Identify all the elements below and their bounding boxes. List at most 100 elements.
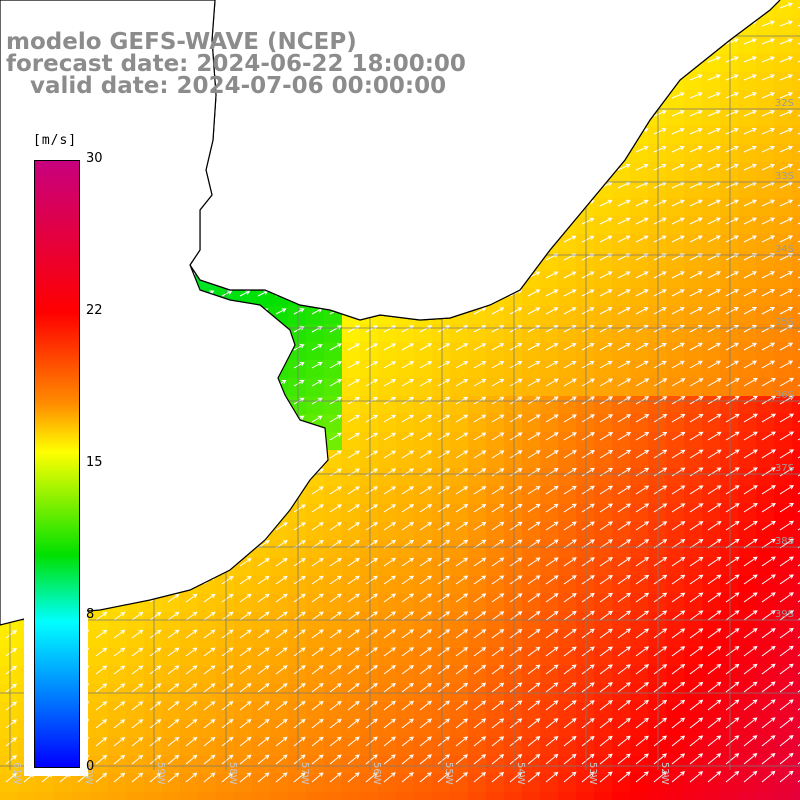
wind-arrow (203, 772, 216, 783)
wind-cell (540, 630, 559, 649)
wind-arrow (509, 700, 523, 711)
wind-arrow (437, 629, 451, 639)
wind-arrow (617, 449, 632, 459)
wind-arrow (779, 520, 795, 531)
wind-cell (648, 774, 667, 793)
wind-arrow (563, 360, 577, 369)
wind-arrow (599, 271, 613, 279)
wind-arrow (761, 663, 776, 675)
wind-arrow (401, 736, 414, 747)
wind-cell (468, 594, 487, 613)
wind-cell (720, 360, 739, 379)
wind-arrow (491, 521, 505, 531)
wind-arrow (545, 646, 559, 657)
wind-arrow (365, 557, 379, 567)
wind-cell (432, 324, 451, 343)
wind-arrow (779, 360, 794, 369)
wind-cell (594, 504, 613, 523)
wind-arrow (329, 593, 342, 603)
wind-cell (522, 306, 541, 325)
wind-arrow (671, 664, 686, 675)
wind-cell (720, 774, 739, 793)
wind-arrow (221, 772, 234, 783)
legend-tick: 30 (86, 151, 103, 166)
wind-arrow (455, 575, 469, 585)
wind-arrow (653, 396, 668, 405)
wind-cell (738, 288, 757, 307)
wind-cell (648, 414, 667, 433)
wind-cell (216, 792, 235, 800)
wind-arrow (581, 450, 595, 459)
wind-arrow (617, 717, 631, 729)
wind-arrow (635, 289, 649, 297)
wind-arrow (293, 683, 306, 693)
wind-arrow (635, 699, 650, 711)
wind-cell (324, 738, 343, 757)
wind-cell (738, 468, 757, 487)
wind-arrow (311, 557, 324, 567)
wind-cell (702, 504, 721, 523)
wind-arrow (653, 556, 668, 567)
wind-arrow (167, 772, 180, 783)
wind-arrow (221, 736, 234, 747)
wind-cell (468, 414, 487, 433)
wind-cell (414, 450, 433, 469)
wind-cell (450, 576, 469, 595)
wind-cell (396, 666, 415, 685)
wind-arrow (275, 772, 288, 783)
wind-cell (486, 468, 505, 487)
wind-cell (648, 450, 667, 469)
longitude-label: 58W (227, 762, 238, 785)
wind-cell (360, 468, 379, 487)
wind-arrow (455, 772, 468, 783)
wind-cell (432, 792, 451, 800)
wind-arrow (635, 271, 649, 279)
wind-arrow (545, 414, 559, 423)
wind-arrow (779, 431, 795, 441)
wind-arrow (743, 217, 758, 225)
wind-cell (792, 468, 800, 487)
wind-arrow (293, 736, 306, 747)
wind-cell (306, 702, 325, 721)
wind-arrow (599, 217, 613, 225)
wind-cell (720, 702, 739, 721)
wind-arrow (527, 628, 541, 639)
wind-cell (468, 666, 487, 685)
wind-arrow (653, 128, 667, 135)
wind-arrow (635, 753, 649, 765)
wind-cell (324, 540, 343, 559)
wind-cell (540, 540, 559, 559)
wind-cell (702, 594, 721, 613)
wind-arrow (509, 628, 523, 639)
wind-arrow (293, 575, 306, 585)
wind-cell (720, 486, 739, 505)
wind-cell (738, 486, 757, 505)
wind-arrow (5, 683, 18, 693)
wind-arrow (743, 163, 758, 171)
wind-arrow (653, 414, 668, 423)
wind-cell (450, 594, 469, 613)
wind-cell (486, 486, 505, 505)
wind-arrow (761, 163, 776, 171)
wind-cell (252, 720, 271, 739)
wind-cell (342, 612, 361, 631)
wind-cell (108, 774, 127, 793)
wind-cell (432, 774, 451, 793)
wind-arrow (275, 647, 288, 657)
wind-cell (180, 702, 199, 721)
wind-cell (414, 576, 433, 595)
wind-cell (108, 702, 127, 721)
legend-unit: [m/s] (33, 133, 78, 148)
wind-arrow (689, 771, 704, 783)
wind-cell (450, 432, 469, 451)
wind-cell (468, 432, 487, 451)
wind-arrow (437, 593, 451, 603)
wind-arrow (437, 772, 450, 783)
wind-arrow (761, 199, 776, 207)
wind-cell (558, 648, 577, 667)
wind-arrow (761, 681, 776, 693)
wind-cell (216, 774, 235, 793)
wind-arrow (635, 682, 650, 693)
wind-cell (522, 342, 541, 361)
wind-arrow (329, 736, 342, 747)
